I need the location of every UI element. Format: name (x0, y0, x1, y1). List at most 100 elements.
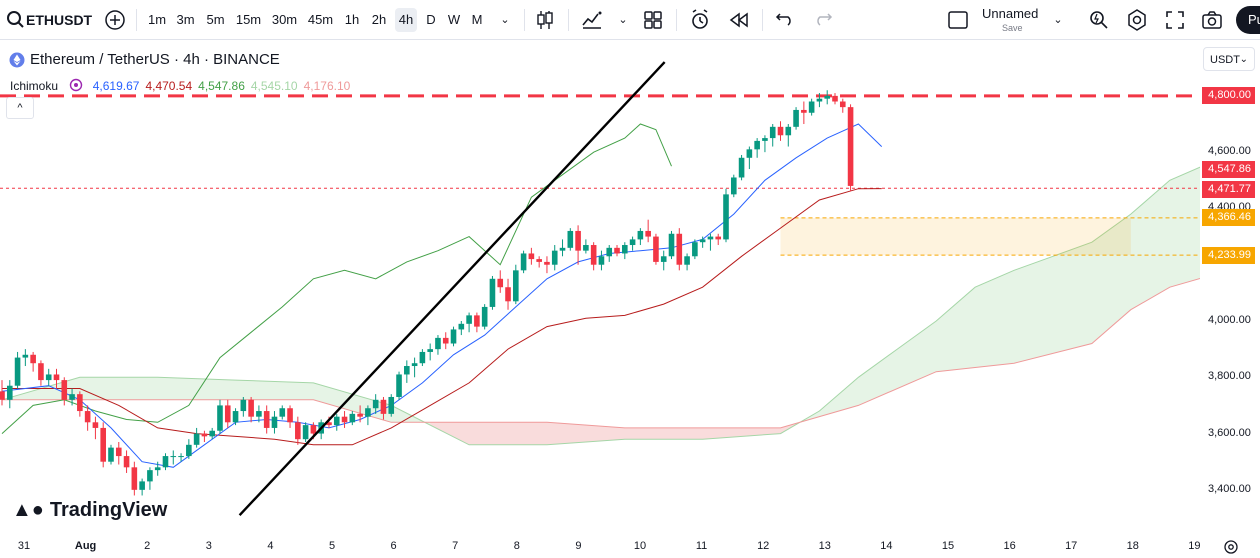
candle-bullish[interactable] (738, 157, 745, 178)
candle-bullish[interactable] (349, 413, 356, 423)
candle-bearish[interactable] (575, 230, 581, 251)
candle-bullish[interactable] (513, 270, 519, 302)
snapshot-camera-icon[interactable] (1200, 8, 1224, 32)
replay-icon[interactable] (727, 8, 751, 32)
candle-bullish[interactable] (637, 230, 644, 240)
candle-bearish[interactable] (61, 380, 68, 400)
candle-bearish[interactable] (38, 363, 44, 381)
candle-bullish[interactable] (458, 323, 465, 330)
candle-bullish[interactable] (186, 444, 192, 457)
symbol-search-icon[interactable] (4, 8, 28, 32)
candle-bullish[interactable] (411, 363, 418, 367)
interval-w[interactable]: W (447, 12, 461, 27)
candle-bearish[interactable] (544, 261, 550, 265)
collapse-legend-button[interactable]: ^ (6, 97, 34, 119)
candle-bullish[interactable] (660, 256, 667, 262)
interval-3m[interactable]: 3m (176, 12, 195, 27)
candle-bullish[interactable] (108, 447, 114, 462)
candle-bearish[interactable] (92, 422, 99, 428)
candle-bullish[interactable] (489, 278, 496, 307)
candle-bullish[interactable] (692, 242, 698, 257)
candle-bullish[interactable] (170, 456, 177, 458)
candle-bullish[interactable] (154, 467, 161, 471)
candle-bullish[interactable] (684, 256, 690, 265)
candle-bullish[interactable] (427, 349, 433, 352)
candle-bullish[interactable] (333, 416, 340, 426)
indicators-icon[interactable] (580, 8, 604, 32)
candle-bullish[interactable] (785, 126, 792, 136)
candle-bearish[interactable] (248, 399, 254, 417)
candle-bearish[interactable] (777, 126, 784, 136)
candle-bearish[interactable] (474, 315, 480, 327)
ascending-trendline[interactable] (238, 61, 666, 516)
candle-bearish[interactable] (536, 259, 542, 262)
candle-bullish[interactable] (69, 394, 75, 400)
candle-bearish[interactable] (614, 247, 620, 254)
candle-bullish[interactable] (551, 250, 558, 265)
candle-bullish[interactable] (372, 399, 379, 409)
price-axis[interactable] (1200, 40, 1260, 535)
candle-bullish[interactable] (365, 408, 371, 417)
candle-bearish[interactable] (505, 287, 511, 302)
candle-bearish[interactable] (528, 253, 535, 260)
symbol-name[interactable]: ETHUSDT (26, 12, 93, 28)
candle-bullish[interactable] (178, 456, 184, 458)
candle-bullish[interactable] (762, 138, 768, 141)
candle-bullish[interactable] (45, 374, 52, 381)
candle-bullish[interactable] (520, 253, 527, 271)
candle-bearish[interactable] (84, 411, 91, 423)
interval-30m[interactable]: 30m (271, 12, 298, 27)
candle-bullish[interactable] (279, 408, 286, 417)
candle-bearish[interactable] (676, 233, 683, 265)
demand-zone-box[interactable] (780, 217, 1131, 256)
candle-bullish[interactable] (6, 385, 13, 400)
interval-1h[interactable]: 1h (344, 12, 360, 27)
interval-4h[interactable]: 4h (395, 8, 417, 32)
candle-bullish[interactable] (139, 481, 145, 490)
candle-bullish[interactable] (723, 194, 729, 240)
interval-1m[interactable]: 1m (147, 12, 167, 27)
quick-search-icon[interactable] (1087, 8, 1111, 32)
candle-bullish[interactable] (435, 337, 441, 350)
fullscreen-icon[interactable] (1163, 8, 1187, 32)
candle-bearish[interactable] (0, 391, 5, 400)
candle-bullish[interactable] (217, 405, 223, 431)
settings-gear-icon[interactable] (1125, 8, 1149, 32)
candle-bullish[interactable] (466, 315, 472, 324)
candle-bullish[interactable] (816, 98, 823, 102)
candle-bullish[interactable] (162, 456, 169, 468)
layout-square-icon[interactable] (946, 8, 970, 32)
candle-bearish[interactable] (53, 374, 60, 381)
candle-bearish[interactable] (839, 101, 846, 108)
undo-icon[interactable] (773, 8, 797, 32)
axis-settings-icon[interactable] (1223, 539, 1239, 555)
interval-5m[interactable]: 5m (206, 12, 225, 27)
candle-bullish[interactable] (419, 351, 426, 364)
candle-bullish[interactable] (629, 239, 636, 246)
candle-bullish[interactable] (193, 433, 200, 445)
indicators-dropdown-icon[interactable]: ⌄ (618, 14, 628, 26)
candle-bullish[interactable] (302, 425, 309, 440)
candle-bullish[interactable] (22, 354, 29, 358)
candle-bullish[interactable] (559, 247, 566, 251)
currency-selector[interactable]: USDT ⌄ (1203, 47, 1255, 71)
interval-2h[interactable]: 2h (371, 12, 387, 27)
candle-bearish[interactable] (310, 425, 317, 434)
interval-15m[interactable]: 15m (235, 12, 262, 27)
candle-bearish[interactable] (590, 245, 597, 265)
candle-bullish[interactable] (746, 149, 753, 158)
indicator-legend[interactable]: Ichimoku 4,619.67 4,470.54 4,547.86 4,545.1… (10, 76, 362, 93)
candle-bullish[interactable] (396, 374, 402, 397)
candle-bullish[interactable] (730, 177, 737, 195)
candle-bearish[interactable] (77, 394, 83, 412)
redo-icon[interactable] (811, 8, 835, 32)
candle-bearish[interactable] (357, 413, 363, 417)
candle-bearish[interactable] (442, 337, 449, 344)
candle-bullish[interactable] (707, 236, 714, 240)
candle-bearish[interactable] (224, 405, 231, 423)
candle-bullish[interactable] (240, 399, 247, 412)
candle-bullish[interactable] (699, 239, 706, 243)
candle-bearish[interactable] (832, 95, 838, 102)
candle-bullish[interactable] (256, 411, 262, 417)
candle-bullish[interactable] (808, 101, 815, 113)
